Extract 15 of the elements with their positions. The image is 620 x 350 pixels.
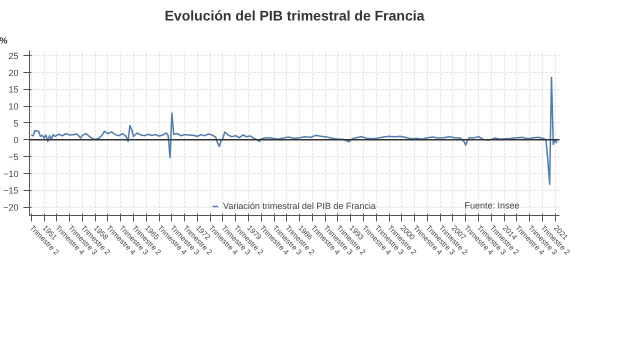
y-tick-label: 25 [8, 51, 19, 62]
y-tick-label: −10 [3, 168, 19, 179]
chart-title: Evolución del PIB trimestral de Francia [164, 8, 425, 24]
y-tick-label: 10 [8, 102, 19, 112]
y-tick-label: −15 [3, 186, 19, 196]
y-tick-label: −5 [8, 152, 19, 162]
annotation: Fuente: Insee [464, 200, 520, 210]
y-tick-label: 0 [13, 135, 19, 146]
y-tick-label: −20 [3, 202, 19, 213]
line-series [30, 76, 558, 185]
y-tick-label: 15 [8, 84, 19, 95]
y-tick-label: 5 [13, 118, 19, 128]
y-axis-title: % [0, 36, 8, 46]
y-tick-label: 20 [8, 68, 19, 78]
legend-label: Variación trimestral del PIB de Francia [223, 201, 376, 211]
